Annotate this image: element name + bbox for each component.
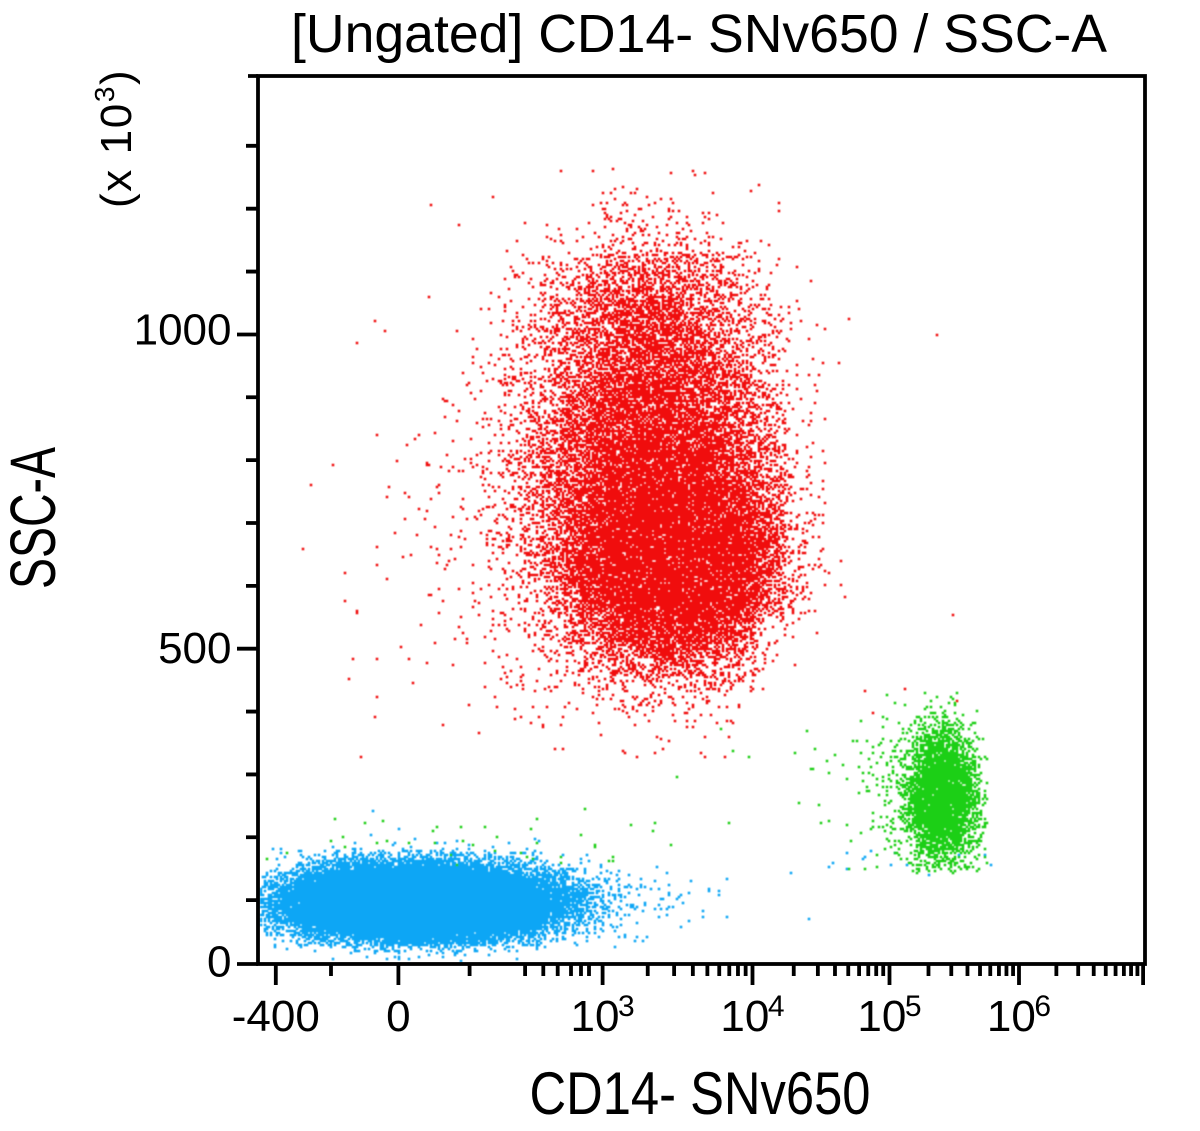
svg-text:-400: -400 [232, 992, 320, 1041]
svg-text:0: 0 [386, 992, 410, 1041]
svg-text:500: 500 [158, 624, 231, 673]
svg-text:0: 0 [207, 938, 231, 987]
svg-text:1000: 1000 [134, 306, 232, 355]
svg-text:SSC-A: SSC-A [0, 447, 69, 589]
svg-text:[Ungated] CD14- SNv650 / SSC-A: [Ungated] CD14- SNv650 / SSC-A [291, 4, 1107, 64]
svg-text:CD14- SNv650: CD14- SNv650 [530, 1060, 871, 1126]
